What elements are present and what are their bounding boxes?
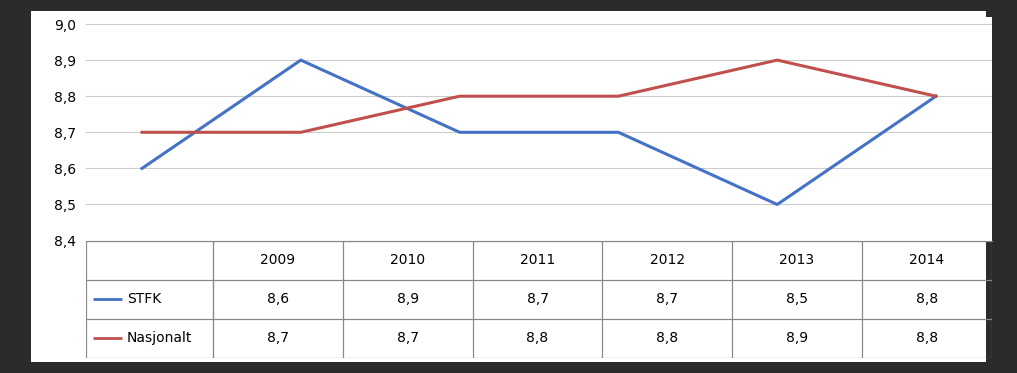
Bar (86, 241, 214, 280)
Bar (861, 241, 992, 280)
Text: 8,8: 8,8 (656, 332, 678, 345)
Bar (732, 280, 861, 319)
Text: 8,9: 8,9 (397, 292, 419, 306)
Text: Nasjonalt: Nasjonalt (127, 332, 192, 345)
Text: 2013: 2013 (779, 253, 815, 267)
Bar (473, 319, 602, 358)
Text: 8,8: 8,8 (915, 332, 938, 345)
Bar (732, 241, 861, 280)
Text: 2012: 2012 (650, 253, 684, 267)
Bar (214, 241, 343, 280)
Text: 8,8: 8,8 (527, 332, 548, 345)
Text: 8,8: 8,8 (915, 292, 938, 306)
Bar (602, 319, 732, 358)
Bar (343, 319, 473, 358)
Bar (86, 319, 214, 358)
Bar (343, 241, 473, 280)
Text: 8,7: 8,7 (656, 292, 678, 306)
Text: 8,7: 8,7 (527, 292, 548, 306)
Text: 2014: 2014 (909, 253, 944, 267)
Bar (214, 319, 343, 358)
Bar (86, 280, 214, 319)
Text: 8,7: 8,7 (267, 332, 289, 345)
Text: STFK: STFK (127, 292, 162, 306)
Bar (732, 319, 861, 358)
Text: 8,5: 8,5 (786, 292, 807, 306)
Bar (602, 280, 732, 319)
Bar (473, 280, 602, 319)
Text: 2009: 2009 (260, 253, 296, 267)
Bar (861, 319, 992, 358)
Bar (343, 280, 473, 319)
Bar (861, 280, 992, 319)
Bar (602, 241, 732, 280)
Bar (473, 241, 602, 280)
Text: 2010: 2010 (391, 253, 425, 267)
Text: 8,7: 8,7 (397, 332, 419, 345)
Bar (214, 280, 343, 319)
Text: 2011: 2011 (520, 253, 555, 267)
Text: 8,6: 8,6 (267, 292, 289, 306)
Text: 8,9: 8,9 (786, 332, 809, 345)
